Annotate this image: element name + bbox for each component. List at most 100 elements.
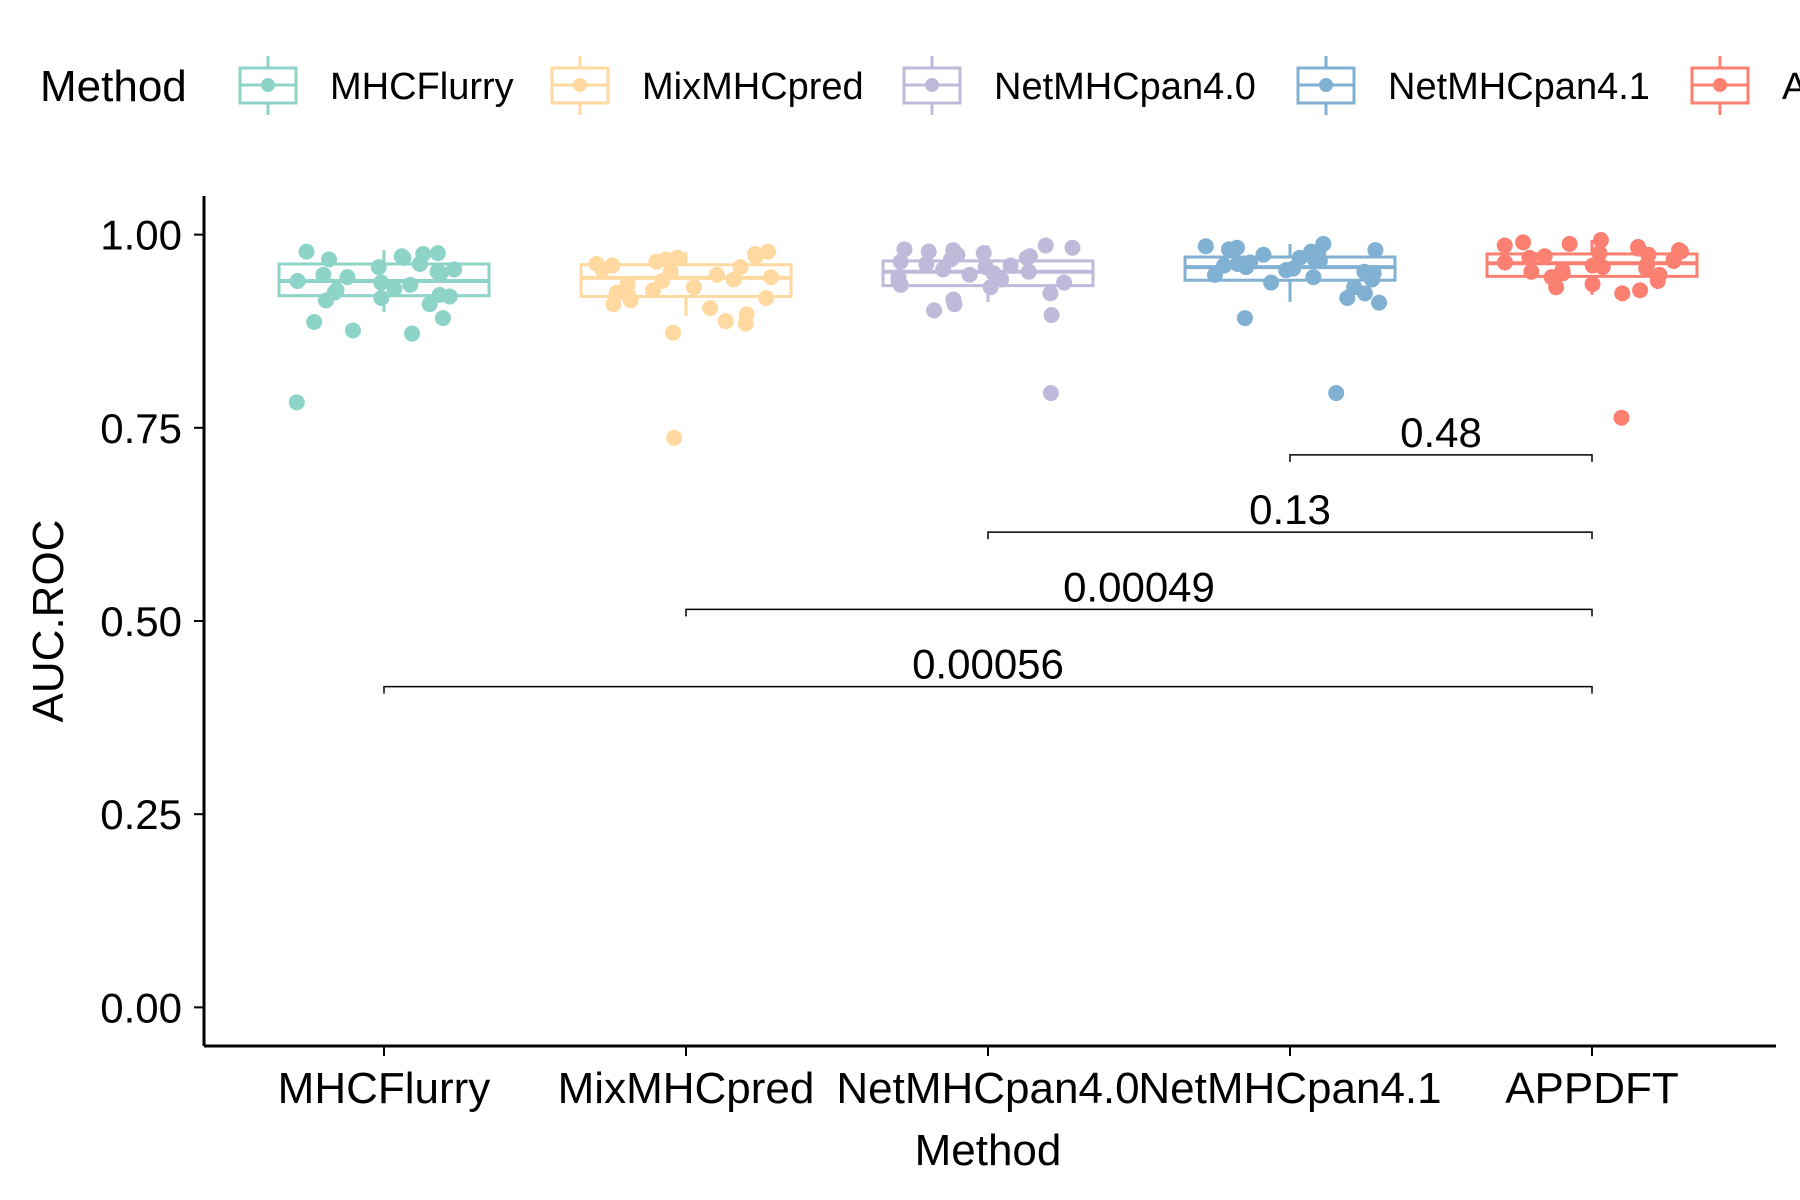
data-point	[1371, 294, 1388, 311]
p-value-label: 0.00056	[912, 641, 1064, 688]
data-point	[935, 261, 952, 278]
y-axis-title: AUC.ROC	[24, 520, 73, 723]
y-tick-label: 0.75	[100, 405, 182, 452]
data-point	[920, 243, 937, 260]
data-point	[1238, 259, 1255, 276]
box	[579, 263, 793, 298]
data-point	[1613, 409, 1630, 426]
p-value-label: 0.13	[1249, 486, 1331, 533]
data-point	[1649, 273, 1666, 289]
data-point	[441, 288, 458, 305]
data-point	[395, 249, 412, 266]
data-point	[737, 315, 754, 332]
data-point	[645, 282, 662, 299]
data-point	[982, 279, 999, 296]
data-point	[1632, 282, 1649, 299]
legend-entry: NetMHCpan4.0	[902, 56, 1256, 115]
data-point	[370, 259, 387, 276]
bracket-line	[685, 608, 1593, 617]
data-point	[1614, 285, 1631, 302]
legend-key-point	[261, 78, 275, 92]
y-tick-label: 0.00	[100, 984, 182, 1031]
data-point	[1638, 260, 1655, 277]
data-point	[318, 292, 335, 309]
plot-area	[277, 232, 1699, 446]
legend-label: MixMHCpred	[642, 66, 864, 108]
data-point	[1002, 257, 1019, 274]
data-point	[288, 394, 305, 411]
comparison-brackets: 0.48 0.13 0.00049 0.00056	[383, 409, 1593, 694]
data-point	[975, 245, 992, 262]
data-point	[665, 324, 682, 341]
data-point	[605, 296, 622, 313]
data-point	[1367, 242, 1384, 259]
x-tick-label: NetMHCpan4.1	[1138, 1064, 1441, 1113]
data-point	[1255, 246, 1272, 263]
data-point	[1561, 235, 1578, 252]
data-point	[892, 276, 909, 293]
p-value-label: 0.00049	[1063, 563, 1215, 610]
data-point	[961, 266, 978, 283]
legend-entry: MHCFlurry	[238, 56, 514, 115]
y-tick-label: 0.50	[100, 598, 182, 645]
data-point	[1521, 249, 1538, 266]
comparison-bracket: 0.48	[1289, 409, 1593, 462]
data-point	[725, 271, 742, 288]
data-point	[892, 253, 909, 270]
data-point	[1496, 237, 1513, 254]
data-point	[1043, 307, 1060, 323]
data-point	[1056, 274, 1073, 291]
legend-key-point	[925, 78, 939, 92]
data-point	[1206, 266, 1223, 283]
data-point	[404, 325, 421, 342]
data-point	[708, 266, 725, 283]
data-point	[763, 269, 780, 286]
data-point	[717, 313, 734, 330]
legend-title: Method	[40, 62, 187, 111]
data-point	[1042, 285, 1059, 302]
data-point	[434, 310, 451, 327]
bracket-line	[987, 531, 1593, 540]
data-point	[315, 266, 332, 283]
legend-label: MHCFlurry	[330, 66, 514, 108]
legend-entry: APPDFT	[1690, 56, 1800, 115]
bracket-line	[383, 685, 1593, 694]
data-point	[685, 279, 702, 296]
data-point	[760, 243, 777, 260]
data-point	[1665, 252, 1682, 269]
data-point	[1305, 269, 1322, 286]
legend-entry: MixMHCpred	[550, 56, 864, 115]
legend-key-point	[573, 78, 587, 92]
data-point	[298, 243, 315, 260]
x-tick-label: NetMHCpan4.0	[836, 1064, 1139, 1113]
data-point	[373, 274, 390, 291]
data-point	[1236, 310, 1253, 327]
x-ticks: MHCFlurry MixMHCpred NetMHCpan4.0NetMHCpan…	[278, 1046, 1679, 1113]
data-point	[306, 313, 323, 330]
data-point	[411, 256, 428, 272]
legend-key-point	[1713, 78, 1727, 92]
box-group	[579, 243, 793, 446]
data-point	[1042, 385, 1059, 402]
data-point	[732, 259, 749, 276]
data-point	[1523, 263, 1540, 280]
data-point	[446, 261, 463, 278]
box-group	[1183, 235, 1397, 402]
data-point	[373, 290, 390, 306]
x-tick-label: MHCFlurry	[278, 1064, 491, 1113]
comparison-bracket: 0.00049	[685, 563, 1593, 617]
data-point	[946, 296, 963, 313]
comparison-bracket: 0.00056	[383, 641, 1593, 694]
comparison-bracket: 0.13	[987, 486, 1593, 540]
data-point	[758, 290, 775, 306]
data-point	[1263, 274, 1280, 291]
data-point	[1197, 238, 1214, 255]
data-point	[421, 296, 438, 313]
y-tick-label: 1.00	[100, 212, 182, 259]
legend-label: NetMHCpan4.1	[1388, 66, 1650, 108]
data-point	[1018, 249, 1035, 266]
data-point	[429, 245, 446, 262]
y-ticks: 0.00 0.25 0.50 0.75 1.00	[100, 212, 204, 1031]
legend: Method MHCFlurry MixMHCpred NetMHCpan4.0 Ne…	[40, 56, 1800, 115]
